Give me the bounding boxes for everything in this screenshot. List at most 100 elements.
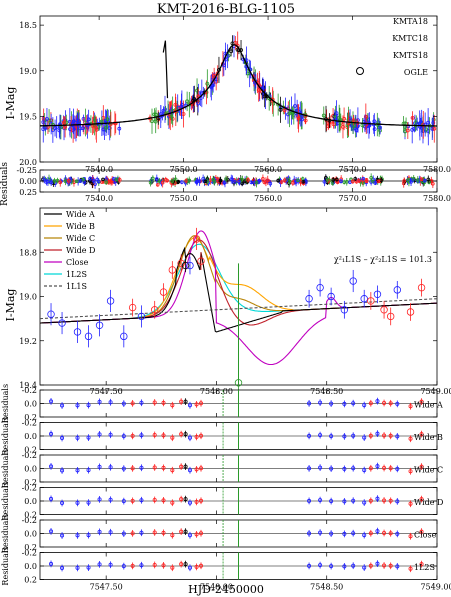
top-data-point	[351, 118, 356, 123]
top-residual-point	[323, 176, 328, 180]
top-residual-point	[108, 179, 113, 183]
residual-point-wide-a	[395, 401, 400, 406]
top-residual-point	[218, 178, 223, 183]
zoom-legend-1l1s: 1L1S	[66, 282, 87, 291]
res-y-tick-label: -0.2	[22, 516, 37, 525]
top-residual-point	[195, 179, 199, 184]
top-residual-point	[296, 178, 300, 182]
res-y-tick-label: 0.2	[24, 543, 37, 552]
zoom-data-point	[349, 277, 357, 285]
residual-point-wide-d	[121, 499, 126, 504]
top-residual-point	[232, 178, 237, 182]
residual-point-1l2s	[388, 563, 393, 568]
residual-point-wide-a	[194, 402, 199, 407]
residual-point-wide-b	[194, 434, 199, 439]
residual-point-close	[362, 533, 367, 538]
residual-point-wide-b	[342, 434, 347, 439]
residual-point-wide-d	[86, 500, 91, 505]
top-data-point	[105, 117, 110, 122]
residual-point-wide-b	[307, 433, 312, 438]
top-residual-point	[245, 180, 250, 184]
residual-point-wide-b	[395, 434, 400, 439]
res-y-tick-label: -0.2	[22, 386, 37, 395]
top-x-tick-label: 7540.0	[85, 165, 113, 174]
zoom-light-curve-panel: 7547.50 7548.00 7548.50 7549.0018.819.019.2…	[19, 207, 451, 397]
residual-point-wide-d	[170, 500, 175, 505]
residual-point-wide-b	[329, 434, 334, 439]
residual-point-wide-c	[170, 468, 175, 473]
residual-point-close	[108, 530, 113, 535]
top-residual-point	[222, 180, 226, 185]
zoom-data-point	[305, 295, 313, 303]
top-anomaly-spike	[162, 40, 169, 99]
top-residual-point	[351, 179, 355, 184]
top-data-point	[181, 112, 186, 116]
zoom-data-point	[150, 306, 159, 314]
residual-point-1l2s	[97, 562, 102, 567]
top-panel-frame	[39, 15, 438, 163]
residual-point-wide-c	[382, 465, 387, 470]
residual-point-wide-a	[108, 400, 113, 405]
top-residual-point	[96, 179, 101, 184]
top-residual-point	[353, 176, 358, 181]
top-data-point	[169, 114, 174, 119]
residual-point-wide-b	[170, 435, 175, 440]
zoom-data-point	[406, 308, 415, 316]
top-residual-point	[203, 179, 208, 184]
residual-point-wide-d	[419, 497, 424, 502]
residual-point-wide-b	[179, 432, 184, 437]
top-residual-panel: 7540.0 7550.0 7560.0 7570.0 7580.0 -0.25 0.00 0…	[16, 166, 451, 203]
top-residual-point	[88, 176, 92, 181]
top-data-point	[432, 126, 437, 131]
top-data-point	[431, 120, 436, 125]
zoom-data-point	[197, 257, 205, 265]
residual-y-label: Residuals	[1, 481, 10, 520]
residual-point-wide-c	[121, 466, 126, 471]
top-data-point	[81, 126, 85, 131]
top-residual-point	[426, 177, 431, 182]
zoom-legend-wide-b: Wide B	[66, 222, 95, 231]
top-residual-point	[160, 180, 165, 185]
residual-panel-label-close: Close	[414, 531, 437, 540]
zoom-y-tick-label: 19.2	[19, 337, 37, 346]
top-residual-point	[155, 177, 159, 181]
residual-point-wide-b	[108, 432, 113, 437]
residual-point-close	[194, 532, 199, 537]
residual-point-wide-a	[199, 401, 204, 406]
residual-point-close	[183, 529, 188, 534]
top-residual-point	[402, 179, 406, 183]
residual-point-1l2s	[307, 563, 312, 568]
residual-point-wide-c	[318, 465, 323, 470]
zoom-data-point	[120, 332, 128, 341]
zoom-legend-wide-a: Wide A	[66, 210, 95, 219]
res-y-tick-label: -0.2	[22, 419, 37, 428]
top-data-point	[331, 122, 336, 127]
res-y-tick-label: -0.2	[22, 549, 37, 558]
residual-y-label: Residuals	[1, 514, 10, 553]
top-residual-point	[58, 180, 63, 185]
top-y-tick-label: 20.0	[19, 158, 37, 167]
top-data-point	[205, 81, 210, 86]
top-residual-point	[369, 176, 373, 180]
residual-point-wide-d	[161, 498, 166, 503]
residual-point-close	[161, 530, 166, 535]
residual-point-1l2s	[362, 565, 367, 570]
residual-point-1l2s	[183, 562, 188, 567]
residual-point-wide-a	[368, 401, 373, 406]
residual-point-1l2s	[368, 563, 373, 568]
residual-panel-label-1l2s: 1L2S	[414, 563, 435, 572]
residual-point-wide-d	[362, 500, 367, 505]
residual-point-wide-c	[194, 467, 199, 472]
residual-point-1l2s	[318, 563, 323, 568]
residual-point-1l2s	[187, 565, 192, 570]
zoom-data-point	[192, 235, 201, 243]
residual-point-wide-c	[130, 466, 135, 471]
residual-point-close	[307, 531, 312, 536]
residual-point-wide-b	[187, 435, 192, 440]
top-residual-point	[42, 177, 47, 182]
residual-point-wide-d	[49, 496, 54, 501]
residual-x-tick-label: 7548.00	[200, 583, 233, 592]
top-residual-point	[254, 180, 259, 185]
residual-x-tick-label: 7549.00	[420, 583, 451, 592]
residual-point-wide-b	[86, 435, 91, 440]
